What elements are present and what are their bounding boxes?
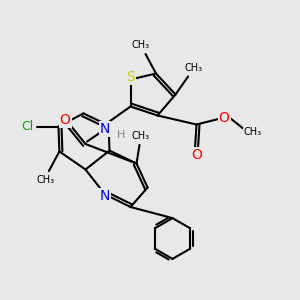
Text: Cl: Cl — [21, 120, 33, 133]
Text: CH₃: CH₃ — [37, 175, 55, 185]
Text: N: N — [100, 122, 110, 136]
Text: O: O — [191, 148, 202, 162]
Text: CH₃: CH₃ — [184, 63, 202, 73]
Text: CH₃: CH₃ — [131, 131, 149, 141]
Text: H: H — [117, 130, 126, 140]
Text: CH₃: CH₃ — [132, 40, 150, 50]
Text: N: N — [99, 189, 110, 203]
Text: O: O — [219, 111, 230, 124]
Text: S: S — [126, 70, 135, 84]
Text: CH₃: CH₃ — [244, 127, 262, 137]
Text: O: O — [60, 113, 70, 127]
